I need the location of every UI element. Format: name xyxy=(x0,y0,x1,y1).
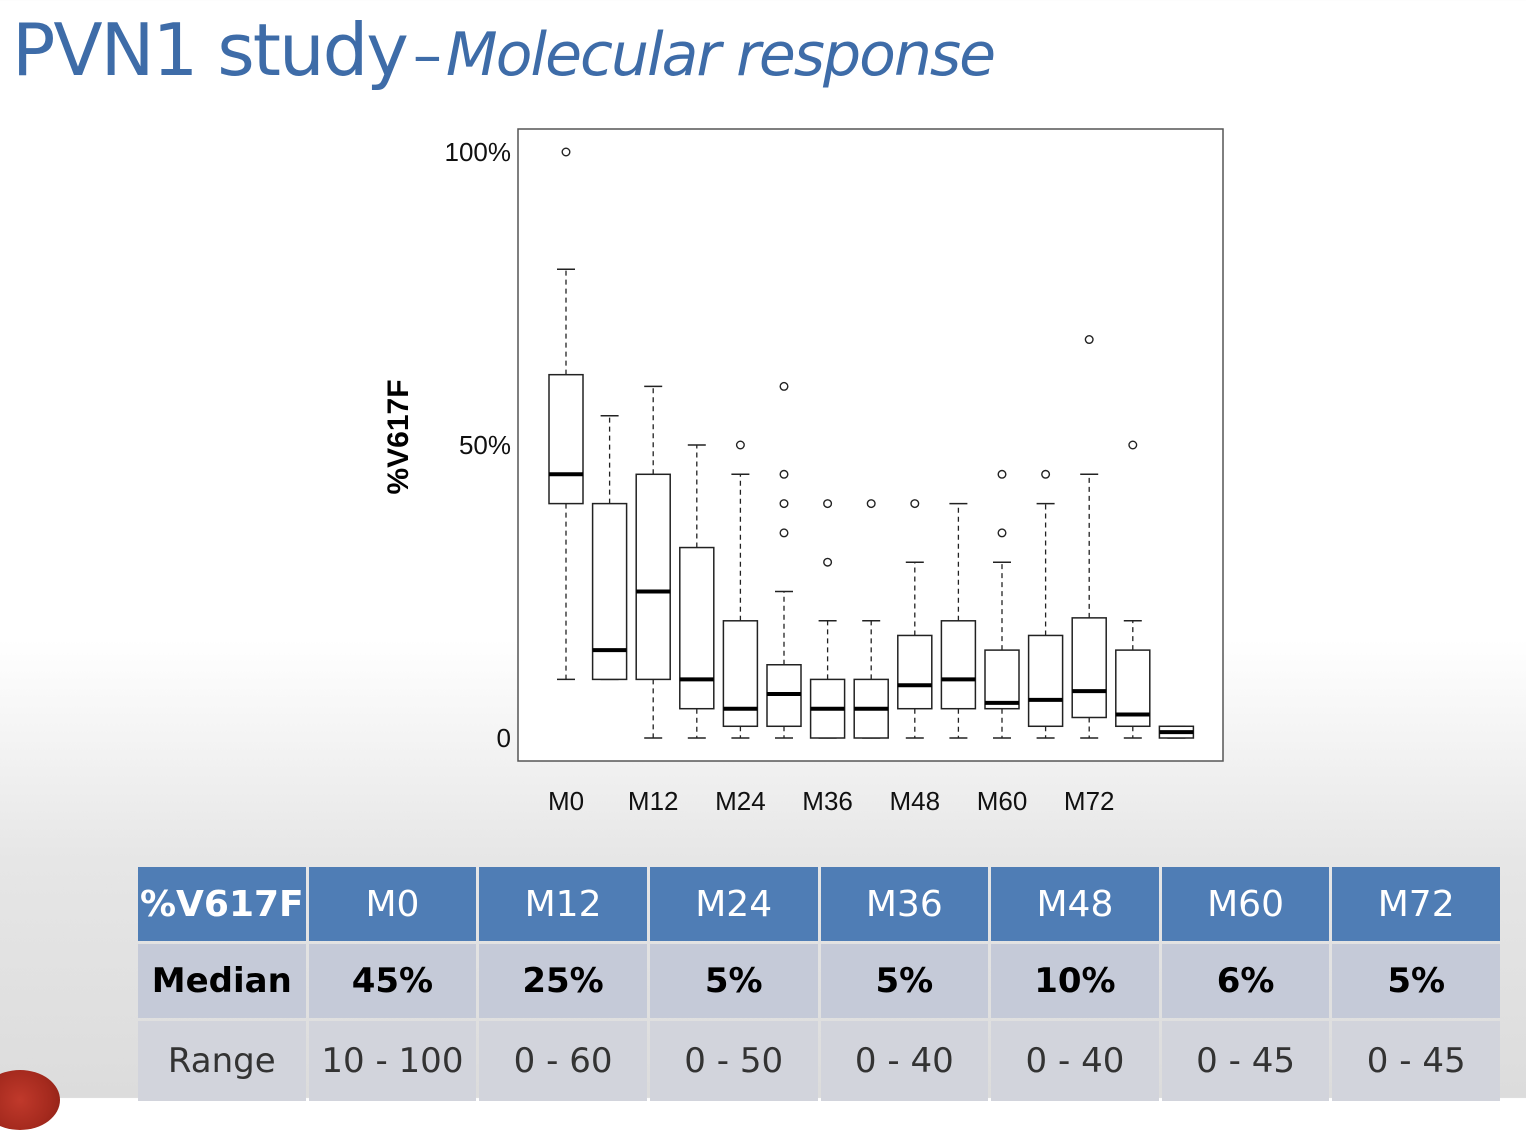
y-tick-label: 100% xyxy=(445,137,512,167)
box-iqr xyxy=(591,502,628,681)
x-tick-label: M12 xyxy=(628,786,679,816)
row-label-median: Median xyxy=(138,944,306,1018)
title-separator: – xyxy=(412,21,442,89)
box-iqr xyxy=(1071,617,1107,719)
y-axis-label: %V617F xyxy=(382,379,415,494)
table-header-row: %V617F M0 M12 M24 M36 M48 M60 M72 xyxy=(138,867,1500,941)
box-group xyxy=(1027,469,1064,739)
table-header-cell: M36 xyxy=(820,867,989,941)
summary-table: %V617F M0 M12 M24 M36 M48 M60 M72 Median… xyxy=(135,864,1503,1104)
box-group xyxy=(548,147,584,681)
axis-layer: 0 50% 100% M0 M12 M24 M36 M48 M60 M72 xyxy=(445,137,1115,816)
median-cell: 25% xyxy=(479,944,647,1018)
x-tick-label: M0 xyxy=(548,786,584,816)
outlier-point xyxy=(997,469,1007,479)
slide-title: PVN1 study – Molecular response xyxy=(12,6,996,99)
x-tick-label: M48 xyxy=(890,786,941,816)
table-header-cell: M72 xyxy=(1332,867,1500,941)
x-tick-label: M60 xyxy=(977,786,1028,816)
outlier-point xyxy=(910,499,920,509)
outlier-point xyxy=(561,147,571,157)
box-group xyxy=(897,499,933,739)
range-cell: 0 - 60 xyxy=(479,1021,647,1101)
outlier-point xyxy=(1084,335,1094,345)
range-cell: 0 - 45 xyxy=(1332,1021,1500,1101)
box-group xyxy=(591,414,628,681)
median-cell: 5% xyxy=(820,944,989,1018)
box-group xyxy=(1071,335,1107,739)
box-iqr xyxy=(984,649,1020,710)
x-tick-label: M72 xyxy=(1064,786,1115,816)
outlier-point xyxy=(779,499,789,509)
table-header-cell: M0 xyxy=(308,867,477,941)
range-cell: 0 - 50 xyxy=(649,1021,818,1101)
outlier-point xyxy=(779,381,789,391)
box-iqr xyxy=(940,620,977,710)
box-layer xyxy=(548,147,1195,739)
box-iqr xyxy=(679,546,715,710)
box-iqr xyxy=(897,634,933,710)
box-group xyxy=(853,499,889,739)
table-header-cell: %V617F xyxy=(138,867,306,941)
row-label-range: Range xyxy=(138,1021,306,1101)
y-tick-label: 0 xyxy=(497,723,511,753)
range-cell: 0 - 40 xyxy=(820,1021,989,1101)
median-cell: 45% xyxy=(308,944,477,1018)
box-group xyxy=(809,499,846,739)
median-cell: 6% xyxy=(1161,944,1330,1018)
box-group xyxy=(984,469,1020,739)
x-tick-label: M36 xyxy=(802,786,853,816)
box-group xyxy=(679,444,715,739)
outlier-point xyxy=(823,557,833,567)
logo-fragment xyxy=(0,1070,60,1130)
x-tick-label: M24 xyxy=(715,786,766,816)
table-header-cell: M48 xyxy=(991,867,1159,941)
box-group xyxy=(940,502,977,739)
outlier-point xyxy=(823,499,833,509)
outlier-point xyxy=(779,469,789,479)
table-row-range: Range 10 - 100 0 - 60 0 - 50 0 - 40 0 - … xyxy=(138,1021,1500,1101)
box-iqr xyxy=(548,373,584,505)
median-cell: 10% xyxy=(991,944,1159,1018)
table-row-median: Median 45% 25% 5% 5% 10% 6% 5% xyxy=(138,944,1500,1018)
table-header-cell: M12 xyxy=(479,867,647,941)
box-group xyxy=(1158,725,1195,739)
range-cell: 0 - 40 xyxy=(991,1021,1159,1101)
title-main: PVN1 study xyxy=(12,8,409,92)
box-iqr xyxy=(635,473,671,681)
title-subtitle: Molecular response xyxy=(445,20,996,90)
outlier-point xyxy=(866,499,876,509)
outlier-point xyxy=(1041,469,1051,479)
table-header-cell: M24 xyxy=(649,867,818,941)
boxplot-chart: 0 50% 100% M0 M12 M24 M36 M48 M60 M72 %V617F xyxy=(382,128,1224,816)
box-group xyxy=(635,385,671,739)
box-group xyxy=(722,440,759,739)
range-cell: 0 - 45 xyxy=(1161,1021,1330,1101)
box-iqr xyxy=(1027,634,1064,728)
y-tick-label: 50% xyxy=(459,430,511,460)
outlier-point xyxy=(997,528,1007,538)
outlier-point xyxy=(735,440,745,450)
outlier-point xyxy=(1128,440,1138,450)
table-header-cell: M60 xyxy=(1161,867,1330,941)
median-cell: 5% xyxy=(649,944,818,1018)
outlier-point xyxy=(779,528,789,538)
box-group xyxy=(1115,440,1151,739)
box-group xyxy=(766,381,802,739)
range-cell: 10 - 100 xyxy=(308,1021,477,1101)
median-cell: 5% xyxy=(1332,944,1500,1018)
